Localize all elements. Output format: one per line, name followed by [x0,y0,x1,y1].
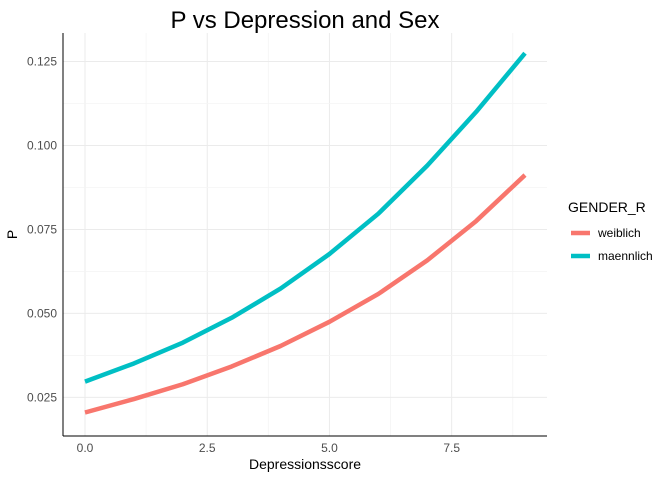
legend-title: GENDER_R [568,199,646,215]
y-axis-title: P [4,230,20,239]
x-axis-title: Depressionsscore [249,456,361,472]
grid [63,33,547,436]
y-tick-label: 0.125 [27,55,57,69]
legend-label-maennlich: maennlich [598,249,653,263]
y-tick-label: 0.025 [27,390,57,404]
y-tick-label: 0.050 [27,306,57,320]
y-tick-label: 0.075 [27,222,57,236]
y-tick-label: 0.100 [27,139,57,153]
series-lines [84,51,527,415]
axes [62,33,547,437]
legend-items: weiblich maennlich [571,226,653,263]
x-tick-label: 0.0 [77,441,94,455]
x-tick-label: 7.5 [443,441,460,455]
x-tick-label: 5.0 [321,441,338,455]
chart-title: P vs Depression and Sex [170,7,439,34]
tick-labels: 0.0 2.5 5.0 7.5 0.025 0.050 0.075 0.100 0.125 [27,55,460,455]
x-tick-label: 2.5 [199,441,216,455]
series-line-maennlich [84,51,527,384]
series-line-weiblich [84,173,527,415]
legend-label-weiblich: weiblich [597,226,641,240]
legend: GENDER_R weiblich maennlich [568,199,653,263]
